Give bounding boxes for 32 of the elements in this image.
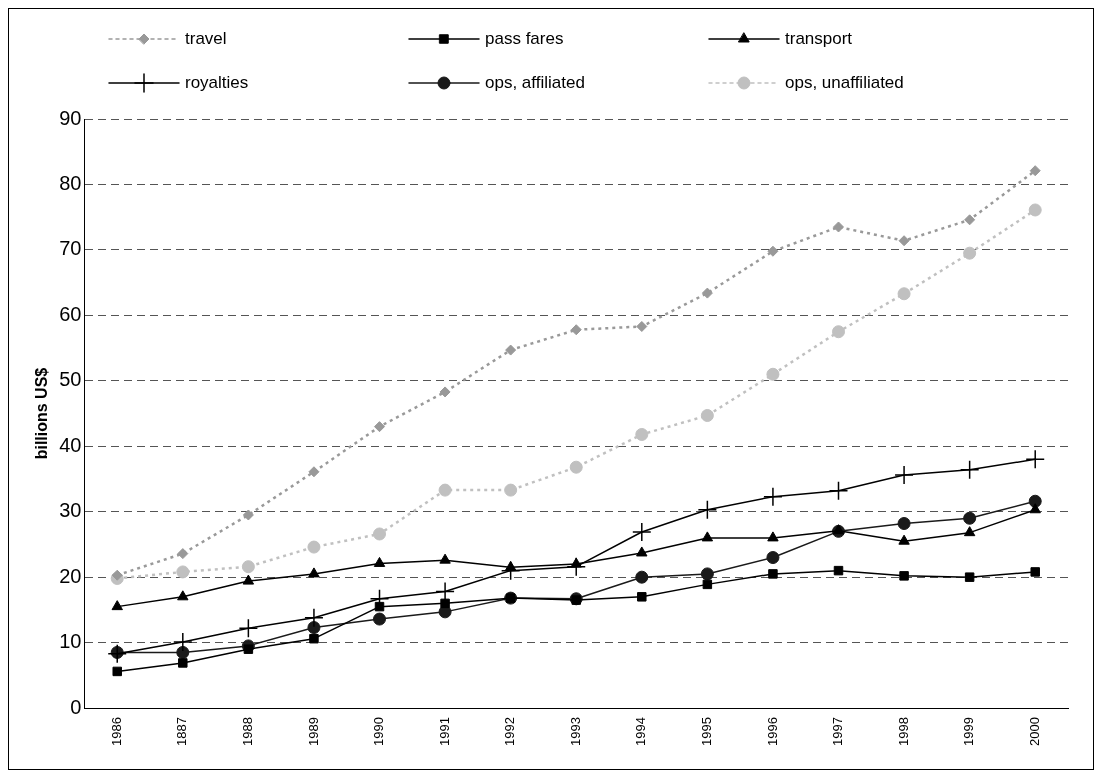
x-tick-label: 1997 (830, 717, 846, 746)
y-tick-label: 70 (59, 237, 82, 260)
y-tick-label: 60 (59, 302, 82, 325)
legend-label: ops, affiliated (485, 72, 585, 92)
x-tick-label: 1989 (305, 717, 321, 746)
x-tick-label: 1990 (371, 717, 387, 746)
legend-label: pass fares (485, 28, 564, 48)
x-tick-label: 1988 (239, 717, 255, 746)
y-tick-label: 0 (70, 695, 82, 718)
y-tick-label: 30 (59, 499, 82, 522)
legend-label: transport (785, 28, 853, 48)
x-tick-label: 1999 (961, 717, 977, 746)
legend-label: royalties (185, 72, 249, 92)
x-tick-label: 1986 (108, 717, 124, 746)
y-tick-label: 20 (59, 564, 82, 587)
x-tick-label: 2000 (1026, 717, 1042, 746)
x-tick-label: 1887 (174, 717, 190, 746)
x-tick-label: 1991 (436, 717, 452, 746)
legend-label: travel (185, 28, 227, 48)
x-tick-label: 1995 (698, 717, 714, 746)
x-tick-label: 1998 (895, 717, 911, 746)
y-axis-title: billions US$ (33, 367, 51, 460)
y-tick-label: 50 (59, 368, 82, 391)
y-tick-label: 80 (59, 171, 82, 194)
y-tick-label: 10 (59, 630, 82, 653)
x-tick-label: 1996 (764, 717, 780, 746)
x-tick-label: 1993 (567, 717, 583, 746)
y-tick-label: 40 (59, 433, 82, 456)
legend-label: ops, unaffiliated (785, 72, 904, 92)
x-tick-label: 1992 (502, 717, 518, 746)
x-tick-label: 1994 (633, 717, 649, 746)
y-tick-label: 90 (59, 106, 82, 129)
